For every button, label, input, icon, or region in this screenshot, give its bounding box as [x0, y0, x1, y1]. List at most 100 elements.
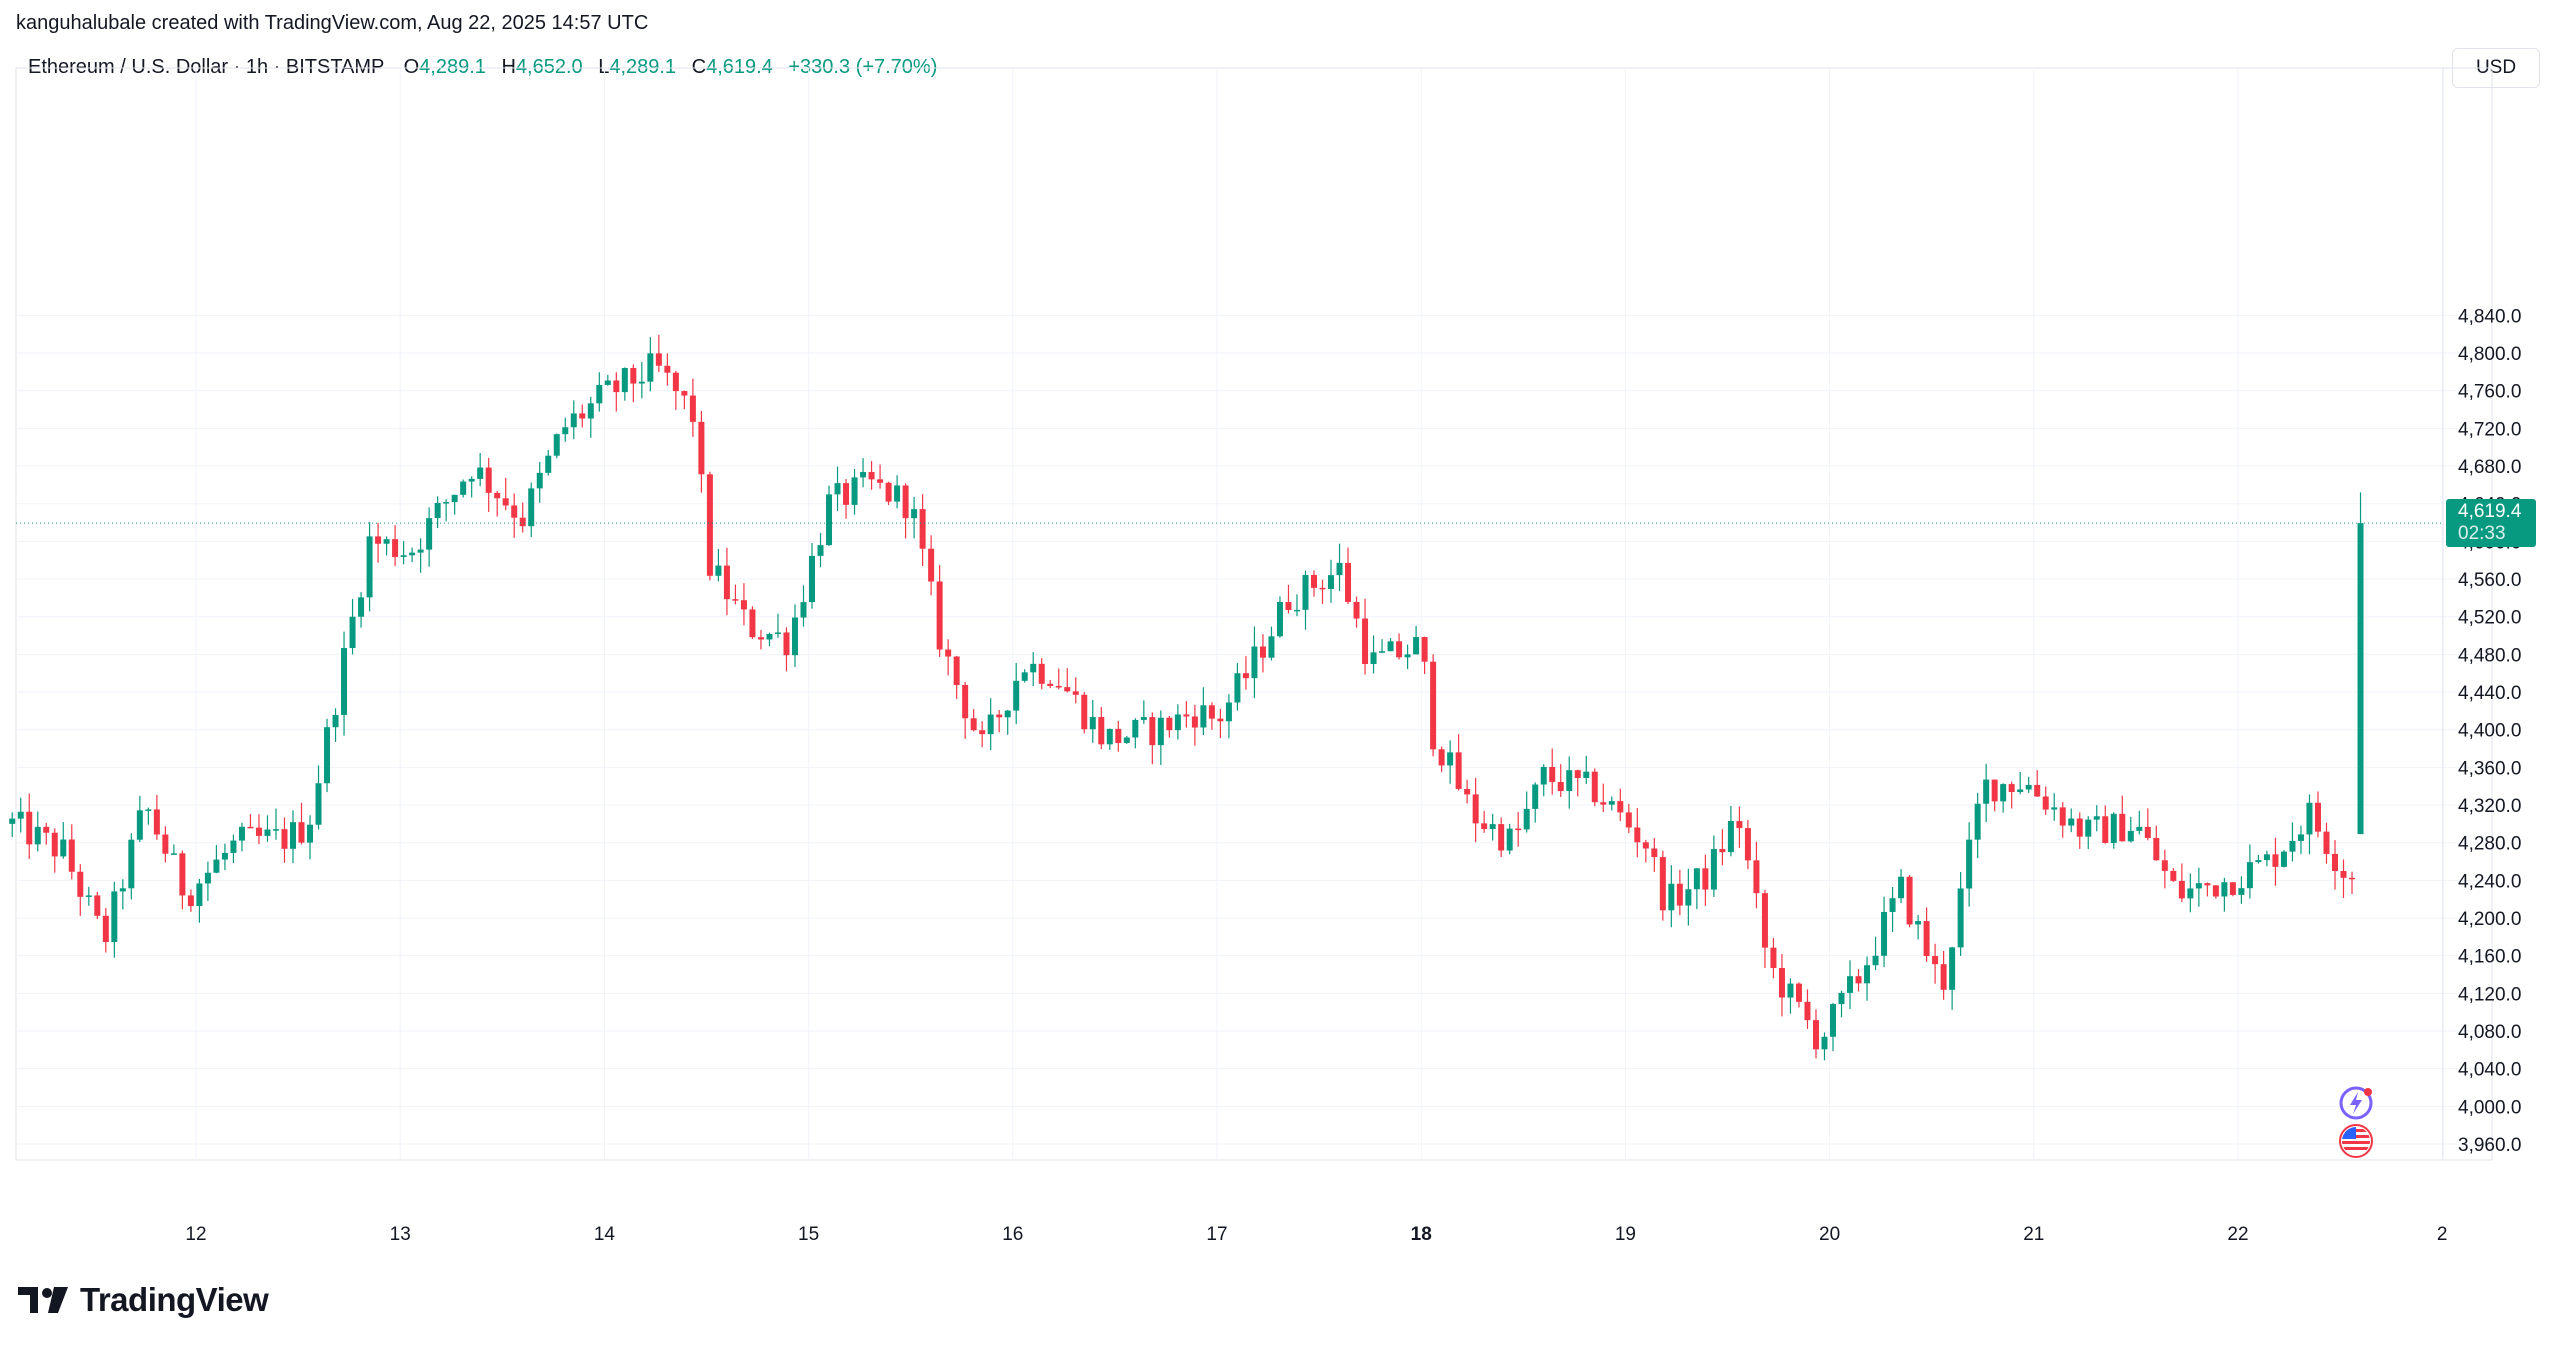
x-tick-label: 17	[1206, 1224, 1227, 1245]
candle-body	[1949, 947, 1956, 990]
us-flag-icon[interactable]	[2337, 1122, 2375, 1160]
y-tick-label: 4,520.0	[2458, 608, 2521, 629]
candle-body	[1319, 587, 1326, 590]
candle-body	[1370, 652, 1377, 664]
candle-body	[928, 548, 935, 582]
candle-body	[851, 477, 858, 505]
x-tick-label: 19	[1615, 1224, 1636, 1245]
candle-body	[2153, 837, 2160, 861]
candle-body	[494, 492, 501, 499]
candle-body	[511, 505, 518, 518]
candle-body	[468, 478, 475, 482]
candle-body	[111, 891, 118, 943]
candle-body	[732, 599, 739, 601]
candle-body	[2008, 784, 2015, 793]
candle-body	[119, 888, 126, 892]
candle-body	[85, 895, 92, 897]
candle-body	[1055, 685, 1062, 688]
y-tick-label: 4,040.0	[2458, 1060, 2521, 1081]
candle-body	[766, 633, 773, 640]
candle-body	[315, 783, 322, 825]
candle-body	[1642, 842, 1649, 849]
candle-body	[2246, 862, 2253, 889]
candle-body	[289, 822, 296, 849]
candle-body	[1864, 965, 1871, 984]
candle-body	[1285, 601, 1292, 610]
candle-body	[2076, 818, 2083, 837]
tradingview-logo[interactable]: TradingView	[18, 1281, 269, 1318]
candle-body	[1693, 868, 1700, 890]
candle-body	[1974, 803, 1981, 840]
candle-body	[1438, 749, 1445, 766]
candle-body	[1591, 771, 1598, 803]
candle-body	[1081, 694, 1088, 730]
candle-body	[1387, 641, 1394, 652]
candle-body	[1753, 860, 1760, 894]
candle-body	[443, 502, 450, 504]
candle-body	[2204, 883, 2211, 886]
candle-body	[1379, 651, 1386, 653]
candle-body	[1532, 784, 1539, 809]
low-label: L	[598, 56, 610, 78]
candle-body	[1072, 691, 1079, 695]
candle-body	[1396, 641, 1403, 658]
candle-body	[68, 839, 75, 872]
candle-body	[307, 824, 314, 843]
candle-body	[170, 853, 177, 855]
candle-body	[1881, 911, 1888, 956]
candle-body	[341, 648, 348, 715]
last-price-tag: 4,619.4 02:33	[2446, 499, 2536, 548]
candle-body	[213, 859, 220, 873]
candle-body	[1183, 714, 1190, 717]
candle-body	[366, 536, 373, 598]
candle-body	[136, 810, 143, 840]
candle-body	[2331, 853, 2338, 872]
candle-body	[1268, 636, 1275, 658]
candle-body	[485, 467, 492, 493]
candle-body	[2212, 885, 2219, 897]
candle-body	[1030, 663, 1037, 673]
candle-body	[451, 494, 458, 503]
candle-body	[392, 539, 399, 557]
candle-body	[1140, 717, 1147, 720]
y-tick-label: 4,320.0	[2458, 796, 2521, 817]
y-tick-label: 4,560.0	[2458, 570, 2521, 591]
candle-body	[1778, 967, 1785, 998]
candle-body	[460, 481, 467, 495]
candle-body	[2119, 813, 2126, 842]
candle-body	[953, 656, 960, 686]
candle-body	[1208, 705, 1215, 719]
candle-body	[1353, 601, 1360, 619]
candle-body	[528, 488, 535, 527]
candle-body	[1668, 883, 1675, 911]
x-tick-label: 12	[185, 1224, 206, 1245]
symbol-legend: Ethereum / U.S. Dollar · 1h · BITSTAMP O…	[28, 56, 937, 79]
candle-body	[196, 883, 203, 907]
candle-body	[1574, 770, 1581, 778]
candle-body	[962, 685, 969, 719]
candle-body	[1404, 654, 1411, 658]
candle-body	[179, 853, 186, 896]
candle-body	[2051, 807, 2058, 810]
candle-body	[1345, 562, 1352, 602]
candle-body	[434, 502, 441, 519]
candle-body	[902, 485, 909, 519]
candle-body	[1200, 705, 1207, 728]
candle-body	[613, 380, 620, 393]
candle-body	[1234, 673, 1241, 703]
y-tick-label: 4,080.0	[2458, 1022, 2521, 1043]
x-tick-label: 15	[798, 1224, 819, 1245]
candle-body	[1983, 779, 1990, 804]
close-value: 4,619.4	[706, 56, 773, 78]
candle-body	[536, 472, 543, 489]
candle-body	[2187, 888, 2194, 899]
flash-icon[interactable]	[2337, 1084, 2375, 1122]
candle-body	[51, 832, 58, 857]
candle-body	[1132, 719, 1139, 738]
candle-body	[264, 829, 271, 836]
candle-body	[2017, 789, 2024, 793]
candle-body	[1106, 728, 1113, 745]
candle-body	[204, 872, 211, 884]
candle-body	[1481, 823, 1488, 830]
